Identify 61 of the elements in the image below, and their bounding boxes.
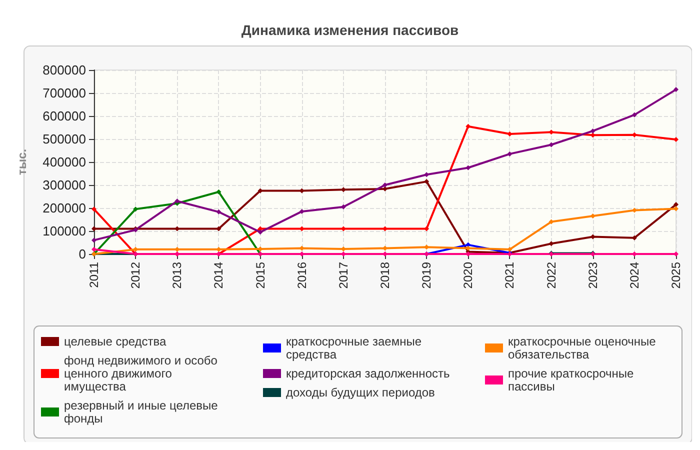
- x-tick-label: 2021: [502, 262, 517, 289]
- legend-label: целевые средства: [64, 334, 167, 348]
- point: [466, 165, 471, 170]
- legend-label: краткосрочные оценочные обязательства: [508, 334, 656, 362]
- x-tick-label: 2016: [294, 262, 309, 289]
- point: [507, 151, 512, 156]
- x-tick-label: 2013: [170, 262, 184, 289]
- point: [424, 226, 430, 232]
- point: [424, 172, 430, 178]
- point: [424, 179, 430, 184]
- point: [133, 206, 138, 212]
- legend-label: прочие краткосрочные пассивы: [508, 366, 634, 394]
- point: [590, 128, 596, 134]
- x-tick-label: 2015: [253, 262, 268, 289]
- point: [674, 87, 678, 92]
- x-tick-label: 2023: [586, 262, 600, 289]
- y-axis-title: тыс.: [15, 148, 29, 176]
- x-tick-label: 2020: [461, 262, 476, 289]
- point: [674, 206, 678, 212]
- point: [92, 226, 96, 232]
- legend-label: фонд недвижимого и особо ценного движимого имущества: [64, 354, 218, 394]
- point: [548, 142, 554, 148]
- point: [590, 214, 596, 219]
- point: [548, 241, 554, 246]
- point: [92, 246, 96, 252]
- y-tick-label: 300000: [42, 178, 86, 192]
- x-tick-label: 2018: [378, 262, 392, 289]
- legend-label: резервный и иные целевые фонды: [64, 398, 218, 426]
- y-tick-label: 500000: [42, 132, 86, 146]
- y-tick-label: 0: [78, 246, 86, 262]
- chart-title: Динамика изменения пассивов: [241, 22, 459, 38]
- point: [216, 209, 222, 214]
- point: [632, 112, 637, 118]
- point: [382, 226, 388, 232]
- y-tick-label: 600000: [42, 108, 86, 124]
- point: [216, 189, 222, 194]
- x-tick-label: 2019: [420, 262, 434, 289]
- point: [674, 136, 678, 142]
- y-tick-label: 200000: [42, 200, 86, 216]
- point: [466, 124, 471, 129]
- x-tick-label: 2024: [627, 262, 642, 289]
- point: [92, 238, 96, 243]
- y-tick-label: 100000: [42, 224, 86, 238]
- x-tick-label: 2012: [128, 262, 143, 289]
- x-tick-label: 2025: [669, 262, 683, 289]
- y-tick-label: 400000: [42, 154, 86, 170]
- x-tick-label: 2014: [212, 262, 226, 289]
- point: [382, 246, 388, 251]
- point: [258, 230, 263, 235]
- point: [674, 202, 678, 208]
- legend-label: доходы будущих периодов: [286, 386, 435, 400]
- y-tick-label: 800000: [42, 62, 86, 78]
- point: [299, 208, 304, 214]
- y-tick-label: 700000: [42, 86, 86, 100]
- legend-label: кредиторская задолженность: [286, 366, 450, 380]
- point: [382, 182, 388, 188]
- x-tick-label: 2011: [87, 262, 101, 288]
- x-tick-label: 2022: [544, 262, 558, 289]
- x-tick-label: 2017: [336, 262, 350, 289]
- point: [92, 206, 96, 212]
- legend-label: краткосрочные заемные средства: [286, 334, 422, 362]
